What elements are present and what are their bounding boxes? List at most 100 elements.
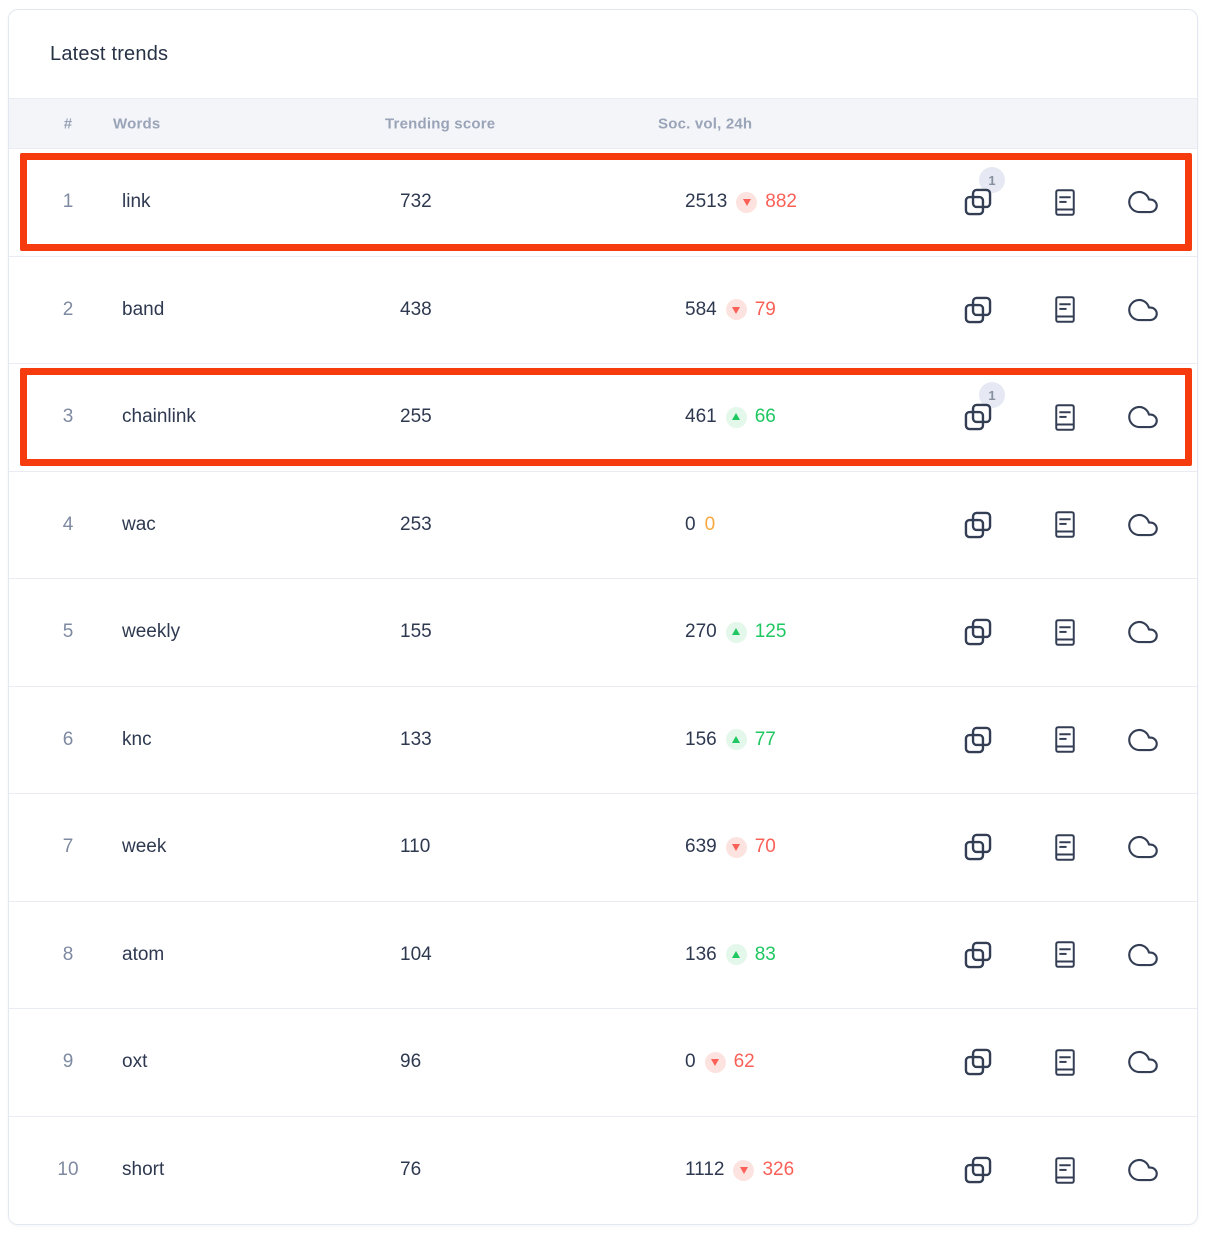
report-button[interactable]	[1047, 507, 1083, 543]
table-row[interactable]: 6 knc 133 156 77	[9, 686, 1197, 794]
table-row[interactable]: 1 link 732 2513 882 1	[9, 149, 1197, 257]
rank-cell: 8	[62, 943, 74, 965]
soc-vol-cell: 136 83	[685, 944, 776, 966]
table-row[interactable]: 5 weekly 155 270 125	[9, 579, 1197, 687]
report-icon	[1055, 941, 1075, 968]
table-row[interactable]: 7 week 110 639 70	[9, 794, 1197, 902]
rank-cell: 3	[62, 406, 74, 428]
copy-button[interactable]	[960, 829, 996, 865]
soc-vol-value: 156	[685, 728, 717, 750]
copy-button[interactable]	[960, 1152, 996, 1188]
trending-score-cell: 133	[400, 728, 432, 750]
change-indicator: 326	[733, 1159, 794, 1181]
soc-vol-value: 2513	[685, 191, 728, 213]
word-cloud-button[interactable]	[1125, 184, 1161, 220]
table-row[interactable]: 10 short 76 1112 326	[9, 1116, 1197, 1224]
report-icon	[1055, 296, 1075, 323]
report-button[interactable]	[1047, 292, 1083, 328]
word-cell: atom	[122, 943, 165, 965]
report-icon	[1055, 619, 1075, 646]
word-cloud-icon	[1128, 1159, 1158, 1182]
report-button[interactable]	[1047, 1044, 1083, 1080]
word-cloud-button[interactable]	[1125, 507, 1161, 543]
copy-icon	[964, 511, 992, 538]
word-cloud-icon	[1128, 836, 1158, 859]
report-button[interactable]	[1047, 399, 1083, 435]
word-cloud-button[interactable]	[1125, 614, 1161, 650]
word-cloud-button[interactable]	[1125, 292, 1161, 328]
copy-button[interactable]	[960, 292, 996, 328]
word-cloud-button[interactable]	[1125, 1044, 1161, 1080]
column-header-trending-score: Trending score	[385, 115, 496, 132]
copy-button[interactable]	[960, 507, 996, 543]
change-direction-icon	[725, 299, 747, 321]
change-value: 326	[762, 1159, 795, 1181]
soc-vol-value: 461	[685, 406, 717, 428]
copy-button[interactable]	[960, 1044, 996, 1080]
word-cloud-icon	[1128, 621, 1158, 644]
rank-cell: 6	[62, 728, 74, 750]
rank-cell: 5	[62, 621, 74, 643]
word-cell: weekly	[122, 621, 181, 643]
column-header-rank: #	[63, 115, 73, 132]
table-row[interactable]: 4 wac 253 0 0	[9, 471, 1197, 579]
report-button[interactable]	[1047, 829, 1083, 865]
latest-trends-card: Latest trends # Words Trending score Soc…	[8, 9, 1198, 1225]
report-button[interactable]	[1047, 614, 1083, 650]
word-cloud-icon	[1128, 728, 1158, 751]
report-icon	[1055, 404, 1075, 431]
report-button[interactable]	[1047, 722, 1083, 758]
soc-vol-value: 0	[685, 1051, 696, 1073]
table-row[interactable]: 8 atom 104 136 83	[9, 901, 1197, 1009]
word-cell: wac	[122, 513, 156, 535]
word-cloud-button[interactable]	[1125, 722, 1161, 758]
change-indicator: 79	[725, 299, 776, 321]
word-cloud-button[interactable]	[1125, 829, 1161, 865]
copy-button[interactable]	[960, 722, 996, 758]
report-icon	[1055, 726, 1075, 753]
change-direction-icon	[733, 1159, 755, 1181]
table-row[interactable]: 3 chainlink 255 461 66 1	[9, 364, 1197, 472]
report-icon	[1055, 1157, 1075, 1184]
word-cloud-button[interactable]	[1125, 937, 1161, 973]
table-row[interactable]: 2 band 438 584 79	[9, 256, 1197, 364]
copy-button[interactable]	[960, 614, 996, 650]
card-title-bar: Latest trends	[9, 10, 1197, 98]
soc-vol-value: 1112	[685, 1159, 725, 1181]
copy-button[interactable]: 1	[960, 382, 1005, 435]
word-cloud-button[interactable]	[1125, 1152, 1161, 1188]
change-indicator: 882	[736, 191, 797, 213]
copy-icon	[964, 941, 992, 968]
change-indicator: 62	[704, 1051, 755, 1073]
report-icon	[1055, 834, 1075, 861]
rank-cell: 4	[62, 513, 74, 535]
copy-button[interactable]	[960, 937, 996, 973]
report-button[interactable]	[1047, 1152, 1083, 1188]
soc-vol-cell: 639 70	[685, 836, 776, 858]
change-indicator: 0	[705, 514, 716, 536]
copy-button[interactable]: 1	[960, 167, 1005, 220]
trending-score-cell: 76	[400, 1159, 422, 1181]
copy-icon	[964, 296, 992, 323]
trending-score-cell: 255	[400, 406, 432, 428]
rank-cell: 1	[62, 191, 74, 213]
word-cell: band	[122, 298, 165, 320]
soc-vol-value: 270	[685, 621, 717, 643]
copy-icon	[964, 404, 992, 431]
report-button[interactable]	[1047, 184, 1083, 220]
table-row[interactable]: 9 oxt 96 0 62	[9, 1009, 1197, 1117]
word-cloud-button[interactable]	[1125, 399, 1161, 435]
soc-vol-value: 0	[685, 513, 696, 535]
trending-score-cell: 104	[400, 943, 432, 965]
word-cell: short	[122, 1159, 165, 1181]
copy-icon	[964, 1049, 992, 1076]
column-header-words: Words	[113, 115, 161, 132]
table-body: 1 link 732 2513 882 1	[9, 149, 1197, 1224]
soc-vol-cell: 2513 882	[685, 191, 797, 213]
change-value: 882	[765, 191, 797, 213]
change-direction-icon	[725, 836, 747, 858]
rank-cell: 9	[62, 1051, 74, 1073]
report-button[interactable]	[1047, 937, 1083, 973]
highlight-box	[20, 153, 1192, 251]
soc-vol-cell: 1112 326	[685, 1159, 794, 1181]
